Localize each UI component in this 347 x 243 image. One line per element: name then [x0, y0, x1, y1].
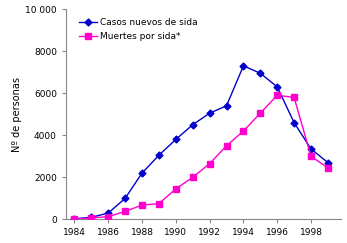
Muertes por sida*	[275, 94, 279, 97]
Muertes por sida*	[72, 217, 76, 220]
Casos nuevos de sida	[292, 121, 296, 124]
Casos nuevos de sida	[72, 217, 76, 220]
Casos nuevos de sida	[89, 216, 93, 219]
Muertes por sida*	[258, 112, 262, 115]
Muertes por sida*	[89, 217, 93, 219]
Casos nuevos de sida	[208, 112, 212, 115]
Muertes por sida*	[208, 162, 212, 165]
Muertes por sida*	[225, 144, 229, 147]
Muertes por sida*	[309, 155, 313, 158]
Muertes por sida*	[191, 176, 195, 179]
Muertes por sida*	[106, 215, 110, 218]
Line: Casos nuevos de sida: Casos nuevos de sida	[72, 63, 330, 221]
Casos nuevos de sida	[309, 148, 313, 150]
Muertes por sida*	[157, 202, 161, 205]
Muertes por sida*	[292, 96, 296, 99]
Casos nuevos de sida	[275, 86, 279, 88]
Muertes por sida*	[123, 210, 127, 213]
Casos nuevos de sida	[140, 172, 144, 174]
Casos nuevos de sida	[241, 64, 245, 67]
Muertes por sida*	[241, 130, 245, 132]
Casos nuevos de sida	[123, 197, 127, 200]
Casos nuevos de sida	[258, 72, 262, 75]
Muertes por sida*	[140, 204, 144, 207]
Casos nuevos de sida	[106, 212, 110, 215]
Casos nuevos de sida	[326, 161, 330, 164]
Casos nuevos de sida	[225, 104, 229, 107]
Casos nuevos de sida	[191, 123, 195, 126]
Line: Muertes por sida*: Muertes por sida*	[71, 93, 331, 222]
Casos nuevos de sida	[157, 154, 161, 157]
Y-axis label: Nº de personas: Nº de personas	[12, 77, 23, 152]
Muertes por sida*	[326, 166, 330, 169]
Muertes por sida*	[174, 187, 178, 190]
Casos nuevos de sida	[174, 138, 178, 141]
Legend: Casos nuevos de sida, Muertes por sida*: Casos nuevos de sida, Muertes por sida*	[76, 16, 201, 43]
